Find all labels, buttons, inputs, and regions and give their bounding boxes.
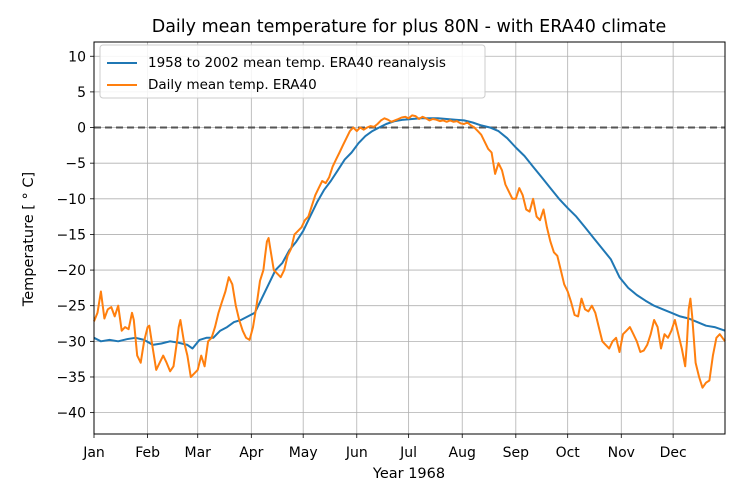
y-axis-ticks: 10 5 0 −5 −10 −15 −20 −25 −30 −35 −40 — [56, 49, 94, 422]
x-axis-label: Year 1968 — [372, 466, 445, 482]
series-line-mean-climate — [93, 117, 726, 350]
y-tick-label: −10 — [56, 192, 86, 208]
x-tick-label: May — [289, 445, 318, 461]
y-tick-label: −5 — [65, 156, 86, 172]
x-tick-label: Jun — [345, 445, 368, 461]
x-tick-label: Jul — [399, 445, 417, 461]
x-tick-label: Oct — [556, 445, 581, 461]
x-tick-label: Mar — [185, 445, 212, 461]
legend-label-mean: 1958 to 2002 mean temp. ERA40 reanalysis — [148, 55, 446, 71]
y-tick-label: −25 — [56, 299, 86, 315]
y-tick-label: −40 — [56, 406, 86, 422]
x-tick-label: Nov — [608, 445, 635, 461]
y-tick-label: 0 — [77, 121, 86, 137]
y-tick-label: −30 — [56, 334, 86, 350]
series-line-daily-mean — [93, 114, 726, 389]
y-tick-label: −35 — [56, 370, 86, 386]
legend-box — [99, 44, 486, 99]
x-tick-label: Dec — [660, 445, 687, 461]
y-tick-label: −15 — [56, 227, 86, 243]
x-tick-label: Sep — [503, 445, 530, 461]
x-tick-label: Aug — [449, 445, 476, 461]
y-tick-label: 5 — [77, 85, 86, 101]
grid-lines — [93, 42, 725, 434]
y-tick-label: −20 — [56, 263, 86, 279]
chart-title: Daily mean temperature for plus 80N - wi… — [152, 17, 667, 37]
x-tick-label: Feb — [135, 445, 160, 461]
x-axis-ticks: Jan Feb Mar Apr May Jun Jul Aug Sep Oct Nov Dec — [82, 434, 687, 461]
plot-frame — [93, 41, 726, 435]
legend-label-daily: Daily mean temp. ERA40 — [148, 77, 317, 93]
series-lines — [93, 114, 726, 389]
y-axis-label: Temperature [ ° C] — [21, 172, 37, 307]
y-tick-label: 10 — [68, 49, 86, 65]
legend: 1958 to 2002 mean temp. ERA40 reanalysis… — [99, 44, 486, 99]
x-tick-label: Jan — [82, 445, 105, 461]
x-tick-label: Apr — [239, 445, 263, 461]
